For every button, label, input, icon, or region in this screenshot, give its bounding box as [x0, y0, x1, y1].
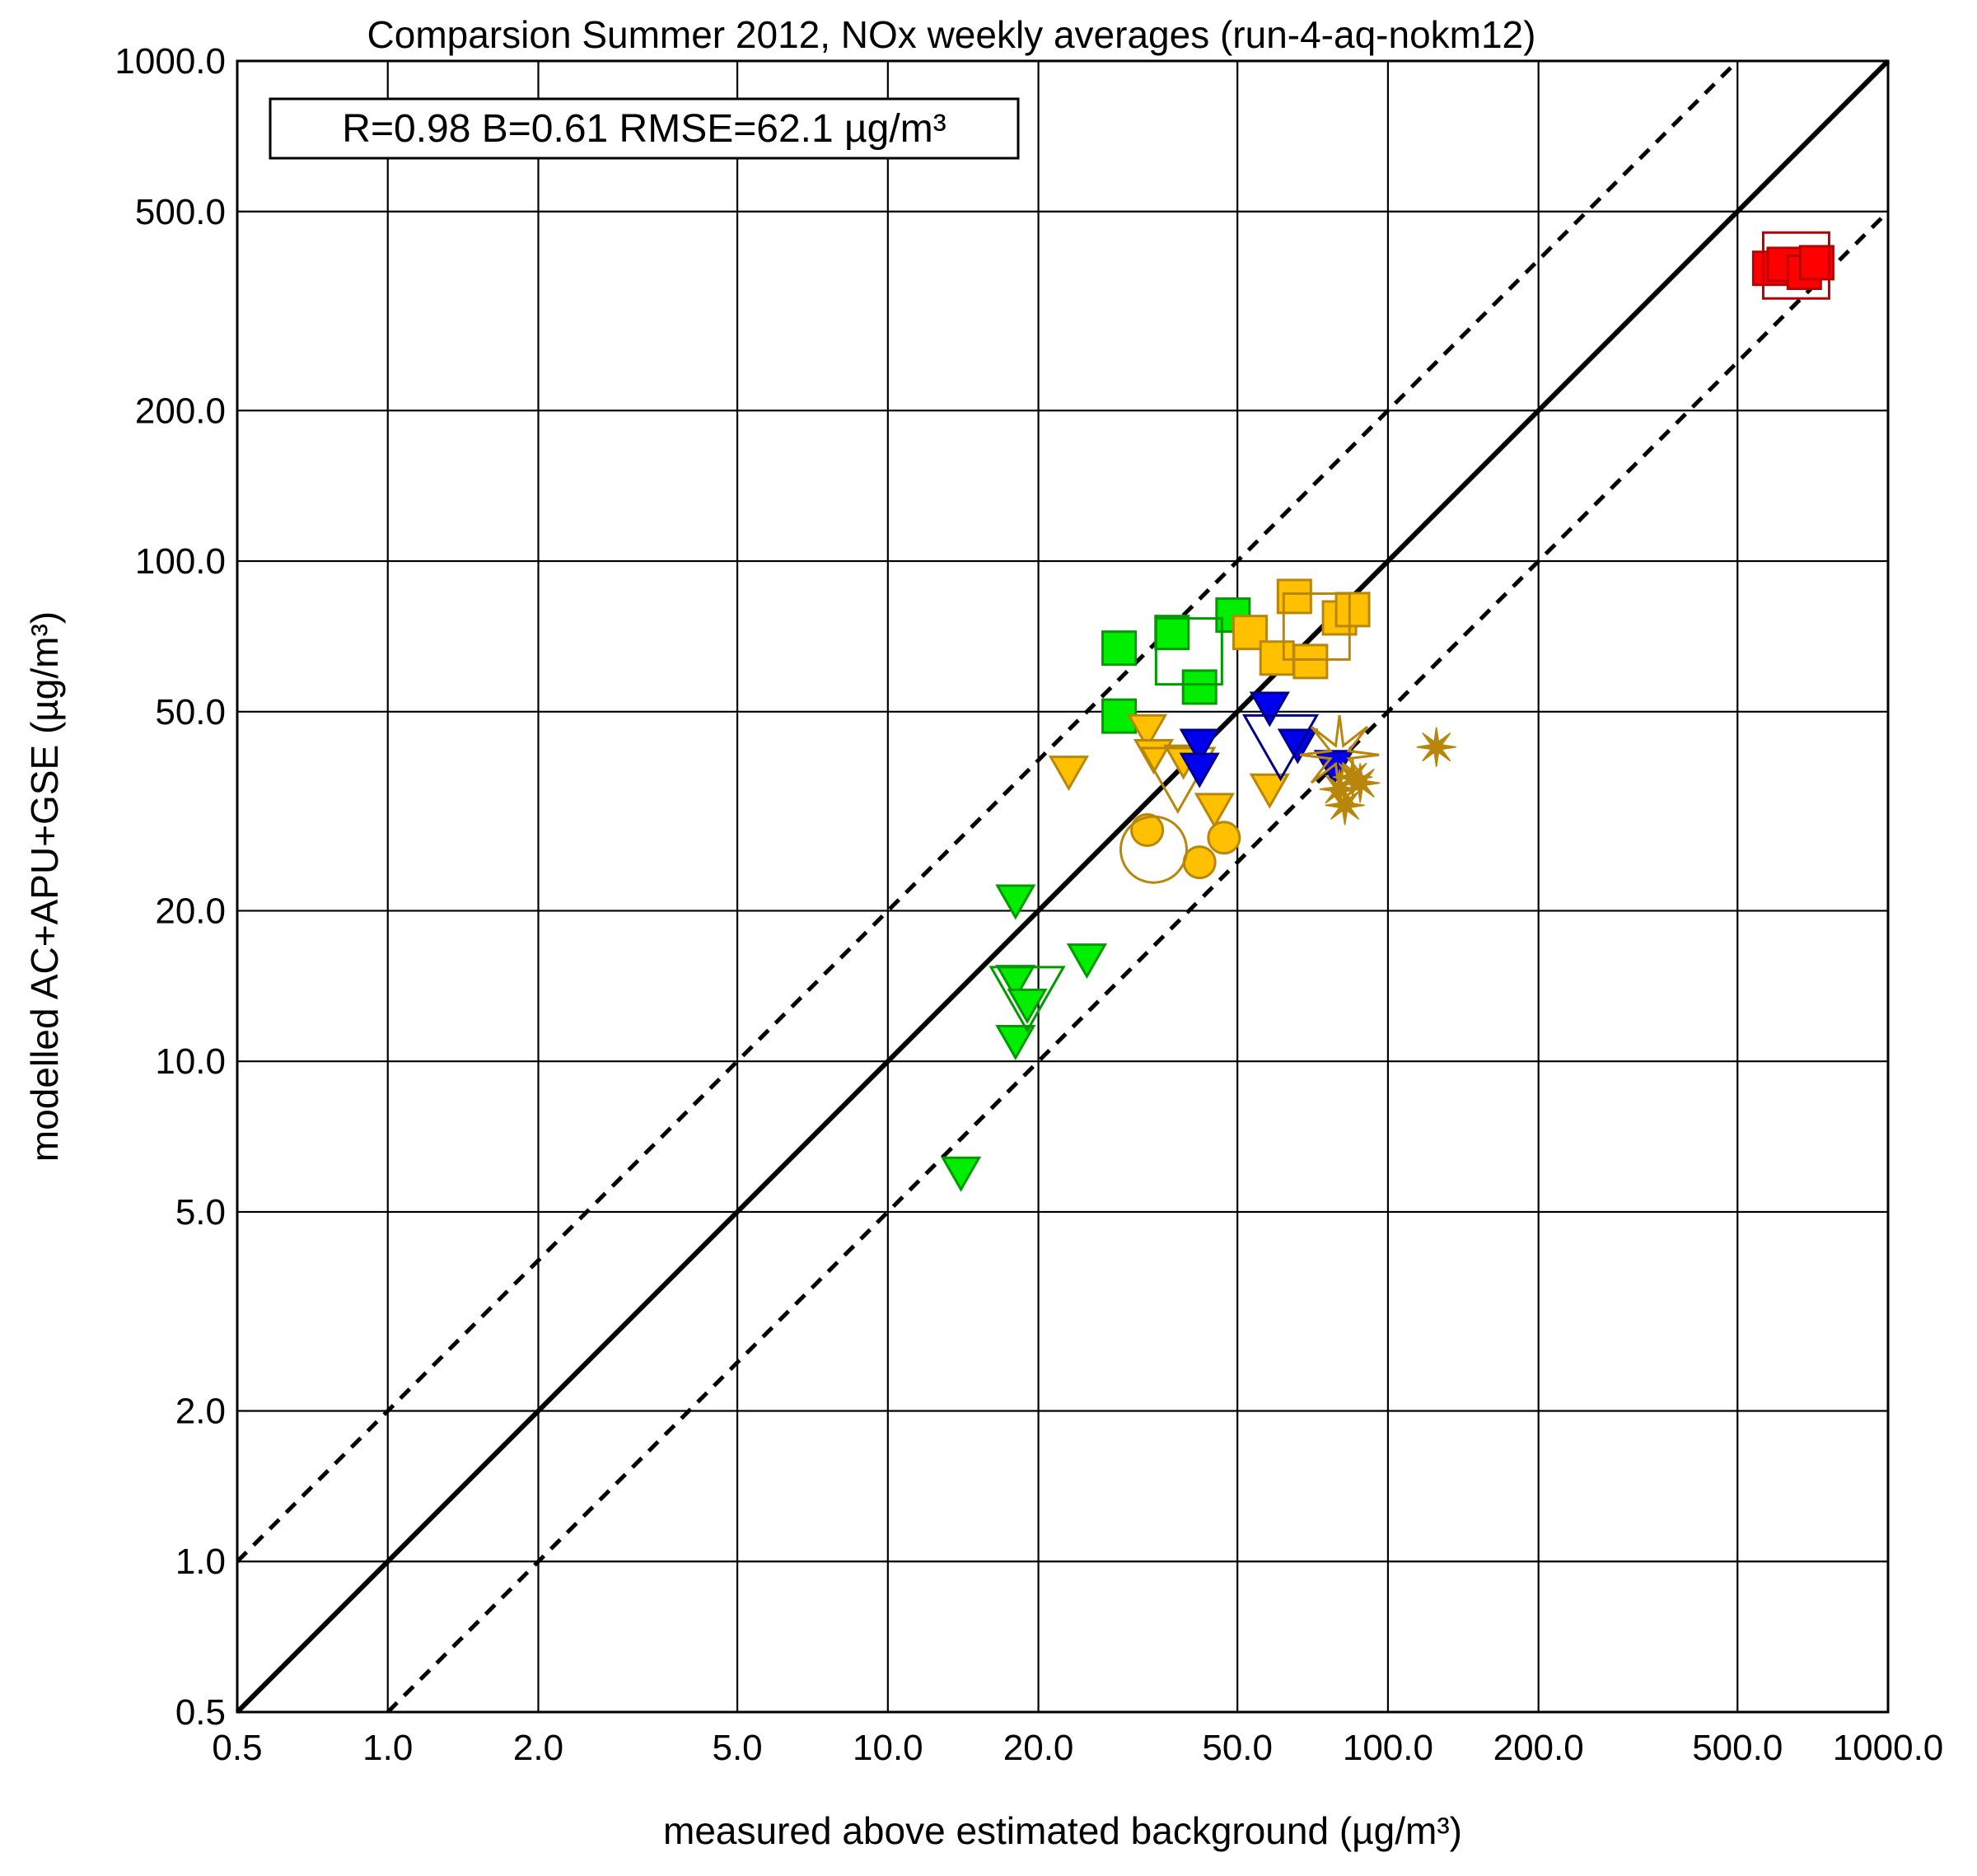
x-tick-label-1: 1.0 — [362, 1728, 413, 1768]
marker-triangle-down-blue-10-0 — [1179, 728, 1220, 765]
x-tick-label-0: 0.5 — [212, 1728, 262, 1768]
marker-star-dark_gold-14-4 — [1416, 727, 1456, 767]
y-tick-label-5: 20.0 — [155, 891, 226, 931]
x-tick-label-5: 20.0 — [1003, 1728, 1074, 1768]
marker-triangle-down-blue-10-1 — [1179, 752, 1220, 788]
reference-line-dashed-2 — [386, 209, 1890, 1714]
marker-triangle-down-orange-8-5 — [1249, 773, 1290, 809]
marker-square-orange-4-1 — [1259, 640, 1295, 676]
y-tick-label-1: 1.0 — [175, 1542, 226, 1582]
marker-circle-orange-13-0 — [1119, 815, 1188, 884]
marker-circle-orange-12-2 — [1207, 821, 1241, 855]
y-tick-label-6: 50.0 — [155, 692, 226, 732]
y-tick-label-3: 5.0 — [175, 1192, 226, 1233]
marker-triangle-down-blue-10-2 — [1249, 691, 1290, 727]
marker-triangle-down-green-6-3 — [995, 1024, 1036, 1060]
marker-triangle-down-green-6-1 — [995, 884, 1036, 920]
marker-circle-orange-12-1 — [1182, 845, 1217, 880]
x-tick-label-6: 50.0 — [1202, 1728, 1273, 1768]
x-tick-label-8: 200.0 — [1493, 1728, 1584, 1768]
plot-frame — [236, 59, 1890, 1714]
y-tick-labels: 0.5 1.0 2.0 5.0 10.0 20.0 50.0 100.0 200.0 500.0 1… — [115, 41, 226, 1733]
marker-triangle-down-blue-10-3 — [1277, 728, 1318, 765]
marker-triangle-down-blue-11-0 — [1242, 713, 1320, 782]
x-tick-label-3: 5.0 — [712, 1728, 762, 1768]
marker-square-orange-4-5 — [1334, 592, 1371, 628]
x-tick-label-7: 100.0 — [1343, 1728, 1433, 1768]
y-tick-label-8: 200.0 — [135, 391, 226, 431]
y-tick-label-0: 0.5 — [175, 1692, 226, 1733]
x-tick-label-9: 500.0 — [1692, 1728, 1783, 1768]
stats-box: R=0.98 B=0.61 RMSE=62.1 µg/m³ — [269, 97, 1020, 160]
y-axis-label: modelled AC+APU+GSE (µg/m³) — [23, 611, 66, 1162]
marker-square-green-2-2 — [1181, 669, 1218, 705]
marker-square-orange-4-3 — [1292, 643, 1329, 680]
marker-square-orange-4-0 — [1232, 615, 1269, 651]
marker-triangle-down-orange-8-0 — [1048, 756, 1090, 792]
marker-star-dark_gold-14-1 — [1325, 785, 1365, 826]
marker-triangle-down-orange-8-4 — [1194, 793, 1235, 829]
marker-square-green-3-0 — [1154, 617, 1223, 686]
y-tick-label-10: 1000.0 — [115, 41, 226, 82]
reference-line-solid-0 — [235, 58, 1891, 1715]
x-tick-labels: 0.5 1.0 2.0 5.0 10.0 20.0 50.0 100.0 200.0 500.0 1… — [212, 1728, 1943, 1768]
marker-triangle-down-green-6-0 — [940, 1156, 982, 1192]
marker-square-orange-5-0 — [1282, 592, 1351, 661]
marker-circle-orange-12-0 — [1130, 812, 1165, 847]
data-points — [940, 231, 1834, 1192]
x-tick-label-10: 1000.0 — [1833, 1728, 1944, 1768]
reference-lines — [235, 58, 1891, 1715]
marker-triangle-down-orange-8-1 — [1127, 713, 1168, 750]
marker-square-red-0-3 — [1798, 245, 1834, 281]
marker-triangle-down-green-6-4 — [1007, 988, 1048, 1024]
y-tick-label-2: 2.0 — [175, 1391, 226, 1431]
x-axis-label: measured above estimated background (µg/… — [663, 1809, 1462, 1852]
y-tick-label-9: 500.0 — [135, 192, 226, 232]
marker-triangle-down-green-7-0 — [988, 966, 1066, 1033]
stats-text: R=0.98 B=0.61 RMSE=62.1 µg/m³ — [342, 107, 946, 151]
reference-line-dashed-1 — [236, 59, 1740, 1564]
marker-square-red-1-0 — [1761, 231, 1830, 300]
marker-star-dark_gold-14-3 — [1340, 763, 1381, 803]
x-tick-label-4: 10.0 — [853, 1728, 923, 1768]
marker-square-green-2-1 — [1154, 615, 1190, 651]
y-tick-label-7: 100.0 — [135, 541, 226, 582]
y-tick-label-4: 10.0 — [155, 1041, 226, 1082]
chart-title: Comparsion Summer 2012, NOx weekly avera… — [367, 13, 1536, 56]
x-tick-label-2: 2.0 — [513, 1728, 563, 1768]
marker-triangle-down-green-6-5 — [1066, 943, 1108, 980]
marker-star-dark_gold-15-0 — [1299, 715, 1380, 795]
stats-box-frame — [269, 97, 1020, 160]
marker-square-green-2-0 — [1101, 630, 1138, 667]
